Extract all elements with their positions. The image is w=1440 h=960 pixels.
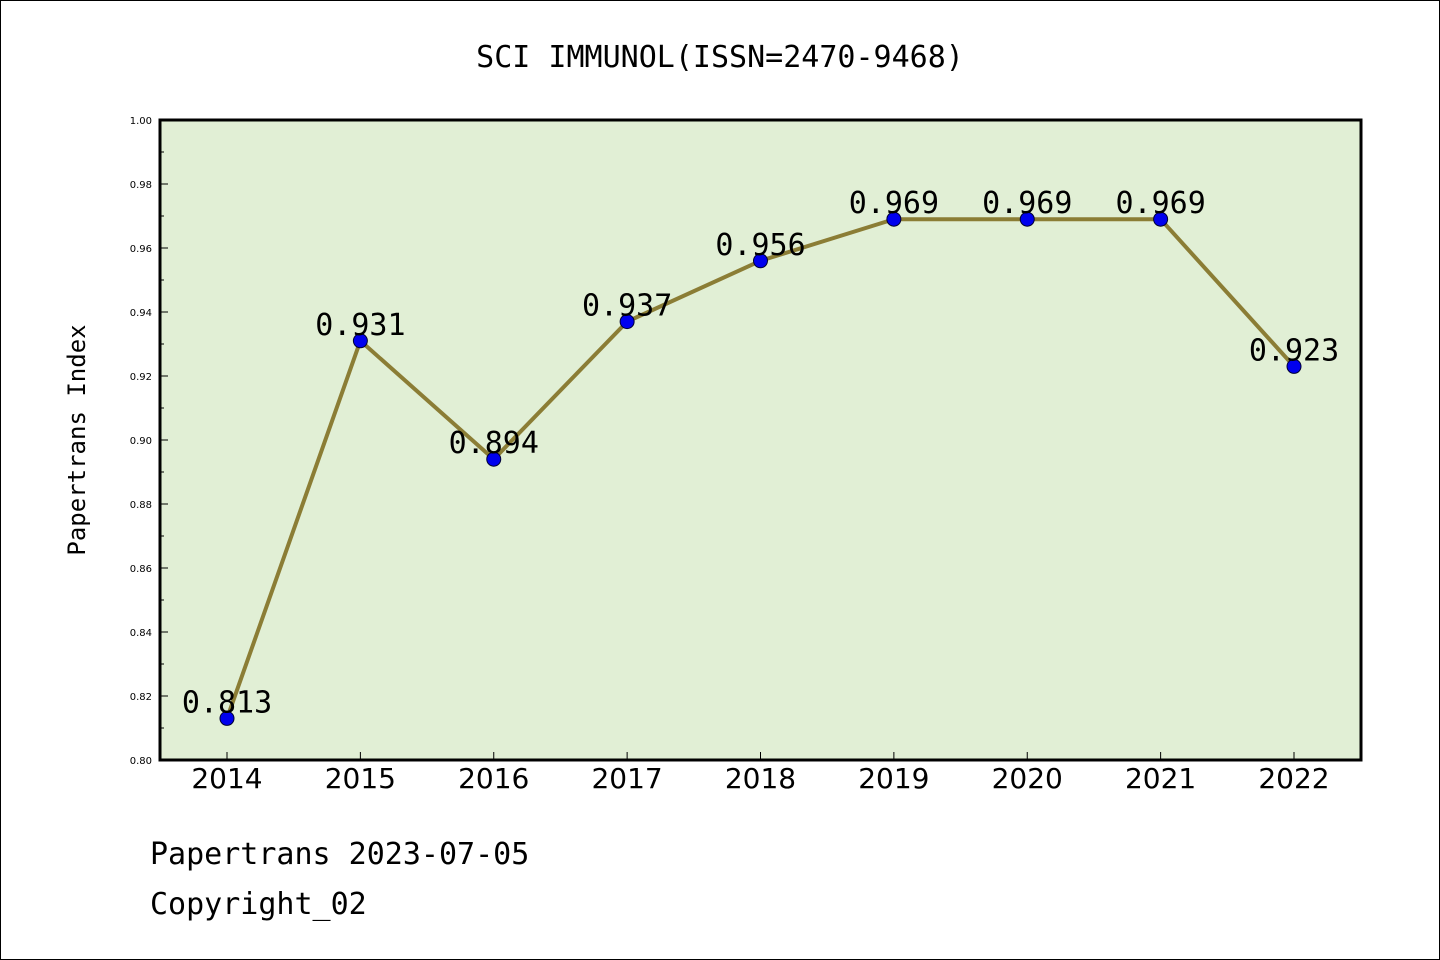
data-point: [619, 314, 635, 330]
x-tick-label: 2017: [591, 762, 662, 795]
data-point: [886, 211, 902, 227]
y-tick-label: 0.96: [130, 244, 152, 255]
data-label: 0.813: [182, 685, 272, 720]
y-axis: 0.80 0.82 0.84 0.86 0.88 0.90 0.92 0.94 0.96 0.98…: [130, 116, 168, 767]
x-tick-label: 2016: [458, 762, 529, 795]
y-tick-label: 0.84: [130, 628, 152, 639]
x-tick-label: 2019: [858, 762, 929, 795]
x-tick-label: 2020: [992, 762, 1063, 795]
x-tick-label: 2021: [1125, 762, 1196, 795]
data-point: [1153, 211, 1169, 227]
y-tick-label: 0.82: [130, 692, 152, 703]
y-tick-label: 0.90: [130, 436, 152, 447]
y-tick-label: 1.00: [130, 116, 152, 127]
data-label: 0.969: [982, 186, 1072, 221]
series-papertrans-index: [219, 211, 1302, 726]
y-tick-label: 0.88: [130, 500, 152, 511]
data-label: 0.894: [449, 426, 539, 461]
x-tick-label: 2015: [325, 762, 396, 795]
footer-date-text: Papertrans 2023-07-05: [150, 837, 529, 872]
data-labels: 0.813 0.931 0.894 0.937 0.956 0.969 0.969 0.969…: [182, 186, 1339, 720]
x-tick-label: 2018: [725, 762, 796, 795]
data-point: [1286, 358, 1302, 374]
data-point: [1019, 211, 1035, 227]
y-axis-label: Papertrans Index: [63, 324, 91, 555]
y-tick-label: 0.80: [130, 756, 152, 767]
chart-title: SCI IMMUNOL(ISSN=2470-9468): [476, 40, 964, 75]
data-label: 0.923: [1249, 333, 1339, 368]
footer-copyright-text: Copyright_02: [150, 887, 367, 922]
y-tick-label: 0.94: [130, 308, 152, 319]
y-tick-label: 0.92: [130, 372, 152, 383]
x-axis: 2014 2015 2016 2017 2018 2019 2020 2021 2022: [191, 752, 1330, 795]
data-label: 0.969: [1115, 186, 1205, 221]
data-label: 0.969: [849, 186, 939, 221]
data-label: 0.956: [715, 228, 805, 263]
data-point: [753, 253, 768, 269]
data-point: [352, 333, 368, 349]
x-tick-label: 2014: [191, 762, 262, 795]
y-tick-label: 0.98: [130, 180, 152, 191]
x-tick-label: 2022: [1258, 762, 1329, 795]
data-point: [219, 710, 235, 726]
data-label: 0.931: [315, 308, 405, 343]
data-point: [486, 451, 502, 467]
data-label: 0.937: [582, 289, 672, 324]
y-tick-label: 0.86: [130, 564, 152, 575]
